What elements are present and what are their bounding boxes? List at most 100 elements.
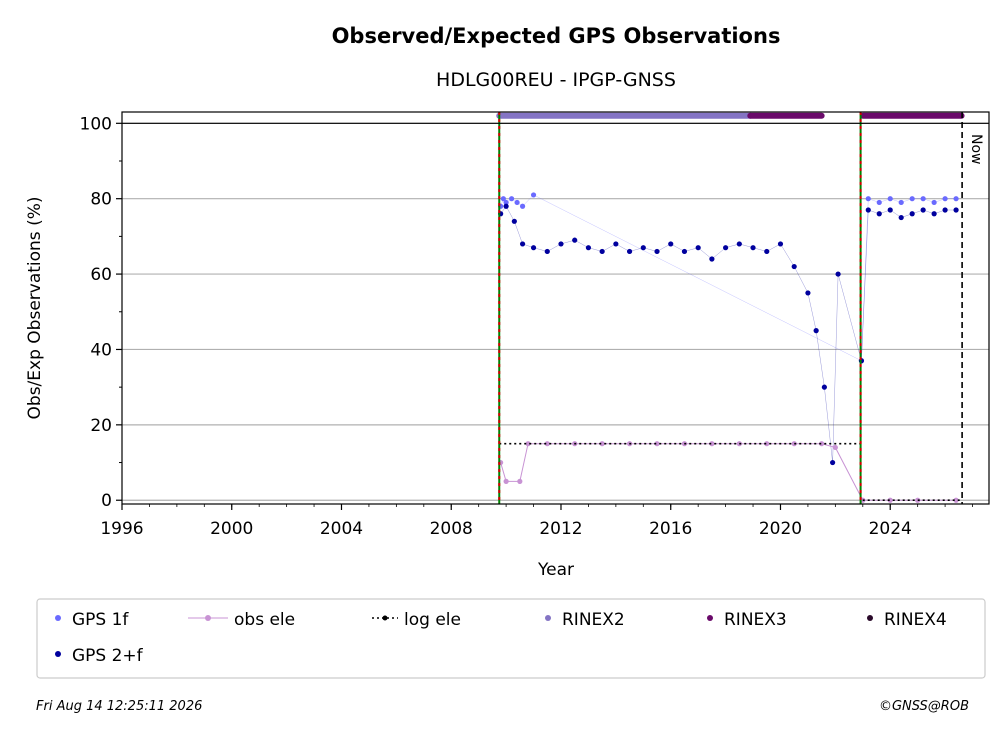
y-tick-label: 40 xyxy=(90,340,112,360)
point-gps-1f xyxy=(887,196,893,202)
chart-title: Observed/Expected GPS Observations xyxy=(332,24,781,48)
point-gps-1f xyxy=(876,199,882,206)
legend-box xyxy=(36,598,986,679)
chart-subtitle: HDLG00REU - IPGP-GNSS xyxy=(436,69,676,91)
point-gps-2-f xyxy=(764,248,770,255)
y-tick-label: 60 xyxy=(90,265,112,285)
legend-label: RINEX2 xyxy=(562,610,625,630)
point-obs-ele xyxy=(599,441,605,447)
point-gps-2-f xyxy=(503,203,509,209)
legend-item: RINEX2 xyxy=(545,610,625,630)
point-gps-1f xyxy=(953,196,959,202)
point-obs-ele xyxy=(517,478,523,484)
legend-label: RINEX3 xyxy=(724,610,787,630)
legend-label: log ele xyxy=(404,610,461,630)
point-gps-2-f xyxy=(681,248,688,255)
axis-ticks: 0 20 40 60 80 100 1996 2000 2004 2008 2012 2016 2020… xyxy=(80,114,973,539)
point-gps-2-f xyxy=(777,241,784,247)
point-gps-2-f xyxy=(654,248,660,255)
point-gps-2-f xyxy=(626,248,633,255)
point-gps-2-f xyxy=(558,241,564,247)
point-gps-1f xyxy=(530,192,537,198)
y-tick-label: 0 xyxy=(101,491,112,511)
legend-swatch xyxy=(545,615,551,621)
point-gps-1f xyxy=(942,196,948,202)
x-tick-label: 2016 xyxy=(649,519,692,539)
series-line xyxy=(500,205,957,463)
y-tick-label: 80 xyxy=(90,190,112,210)
point-gps-2-f xyxy=(835,271,841,277)
series-obs-ele-line xyxy=(500,443,957,501)
point-gps-2-f xyxy=(953,207,959,213)
legend-swatch xyxy=(867,615,873,621)
x-axis-label: Year xyxy=(537,560,574,580)
point-gps-2-f xyxy=(865,207,871,213)
point-gps-2-f xyxy=(750,245,756,251)
point-obs-ele xyxy=(654,441,660,447)
y-tick-label: 100 xyxy=(80,114,112,134)
point-obs-ele xyxy=(832,444,838,451)
point-gps-2-f xyxy=(613,241,619,247)
point-gps-2-f xyxy=(887,207,893,213)
point-gps-2-f xyxy=(821,384,827,390)
series-log-ele-line xyxy=(499,442,963,502)
point-obs-ele xyxy=(953,497,959,503)
legend-item: RINEX3 xyxy=(707,610,787,630)
point-gps-1f xyxy=(920,196,926,202)
point-gps-2-f xyxy=(942,207,948,213)
legend-item: RINEX4 xyxy=(867,610,947,630)
point-obs-ele xyxy=(915,497,921,503)
point-gps-1f xyxy=(931,199,937,206)
footer-timestamp: Fri Aug 14 12:25:11 2026 xyxy=(36,699,202,714)
point-gps-2-f xyxy=(695,245,701,251)
legend-item: obs ele xyxy=(188,610,295,630)
plot-frame xyxy=(121,111,990,505)
point-gps-1f xyxy=(898,199,904,206)
x-tick-label: 2000 xyxy=(210,519,253,539)
vertical-markers xyxy=(122,112,989,504)
x-tick-label: 1996 xyxy=(100,519,143,539)
point-obs-ele xyxy=(544,441,550,447)
legend-swatch xyxy=(382,615,388,621)
point-gps-1f xyxy=(865,196,871,202)
point-obs-ele xyxy=(819,441,825,447)
point-gps-2-f xyxy=(876,211,882,217)
x-tick-label: 2012 xyxy=(539,519,582,539)
point-gps-2-f xyxy=(736,241,742,247)
point-gps-1f xyxy=(500,196,506,202)
legend-swatch xyxy=(707,615,713,621)
point-gps-2-f xyxy=(931,211,937,217)
y-axis-label: Obs/Exp Observations (%) xyxy=(25,197,45,420)
point-gps-2-f xyxy=(511,218,517,224)
legend: GPS 1f obs ele log ele RINEX2 RINEX3 RINEX4 GP… xyxy=(36,598,986,679)
point-gps-2-f xyxy=(813,328,819,334)
point-obs-ele xyxy=(709,441,715,447)
point-gps-2-f xyxy=(572,237,578,243)
legend-item: GPS 2+f xyxy=(55,646,144,666)
legend-label: GPS 2+f xyxy=(72,646,144,666)
point-gps-1f xyxy=(509,196,515,202)
legend-swatch xyxy=(55,651,61,657)
x-tick-label: 2004 xyxy=(320,519,363,539)
point-gps-2-f xyxy=(709,256,715,262)
point-gps-1f xyxy=(909,196,915,202)
legend-label: RINEX4 xyxy=(884,610,947,630)
point-gps-2-f xyxy=(668,241,674,247)
footer-copyright: ©GNSS@ROB xyxy=(879,699,969,714)
point-gps-2-f xyxy=(909,211,915,217)
legend-label: GPS 1f xyxy=(72,610,129,630)
point-gps-1f xyxy=(519,203,526,209)
point-gps-2-f xyxy=(544,248,550,255)
point-gps-1f xyxy=(503,199,509,206)
x-tick-label: 2020 xyxy=(759,519,802,539)
y-tick-label: 20 xyxy=(90,416,112,436)
point-gps-2-f xyxy=(530,245,537,251)
x-tick-label: 2024 xyxy=(869,519,912,539)
point-gps-2-f xyxy=(898,214,904,221)
point-gps-2-f xyxy=(805,290,811,296)
point-gps-2-f xyxy=(723,245,729,251)
point-obs-ele xyxy=(525,441,531,447)
legend-swatch xyxy=(55,615,61,621)
point-gps-2-f xyxy=(585,245,592,251)
